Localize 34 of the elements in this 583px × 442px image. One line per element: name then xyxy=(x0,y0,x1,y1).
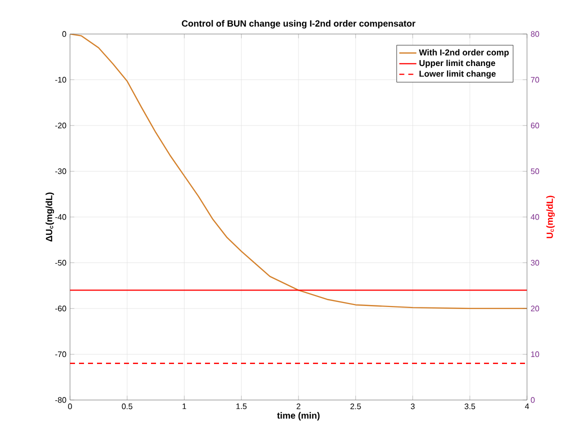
y-tick-label: -10 xyxy=(55,76,66,83)
y2-tick-label: 0 xyxy=(530,397,535,403)
x-tick-label: 2.5 xyxy=(350,404,361,410)
x-tick-label: 1 xyxy=(182,404,186,410)
y-tick-label: -50 xyxy=(55,260,66,266)
y-axis-title: ΔU$_{c}$(mg/dL) xyxy=(46,192,54,242)
y-tick-label: 0 xyxy=(62,31,66,37)
x-tick-label: 0 xyxy=(68,404,72,410)
x-tick-label: 3 xyxy=(410,404,415,410)
y-tick-label: -60 xyxy=(55,306,66,312)
legend-label: Lower limit change xyxy=(420,70,496,78)
y-tick-label: -70 xyxy=(55,351,66,358)
y2-tick-label: 60 xyxy=(530,122,540,128)
y2-axis-title: U$_{c}$(mg/dL) xyxy=(546,196,555,238)
y-tick-label: -80 xyxy=(55,397,66,403)
x-tick-label: 4 xyxy=(524,404,529,410)
chart-title: Control of BUN change using I-2nd order compensator xyxy=(182,20,416,28)
legend-label: With I-2nd order comp xyxy=(418,49,509,58)
x-tick-label: 2 xyxy=(296,404,300,410)
legend-label: Upper limit change xyxy=(419,60,496,68)
y-tick-label: -40 xyxy=(55,214,66,220)
y2-tick-label: 30 xyxy=(530,260,540,266)
y2-tick-label: 20 xyxy=(530,306,540,312)
y-tick-label: -30 xyxy=(55,168,66,174)
x-tick-label: 3.5 xyxy=(464,404,476,410)
x-tick-label: 1.5 xyxy=(236,404,247,410)
y2-tick-label: 80 xyxy=(530,31,540,37)
y2-tick-label: 40 xyxy=(530,214,540,220)
y2-tick-label: 50 xyxy=(530,168,540,174)
x-axis-title: time (min) xyxy=(277,412,320,420)
y2-tick-label: 10 xyxy=(531,351,540,358)
y2-tick-label: 70 xyxy=(530,76,540,83)
x-tick-label: 0.5 xyxy=(122,404,132,410)
y-tick-label: -20 xyxy=(55,122,66,128)
